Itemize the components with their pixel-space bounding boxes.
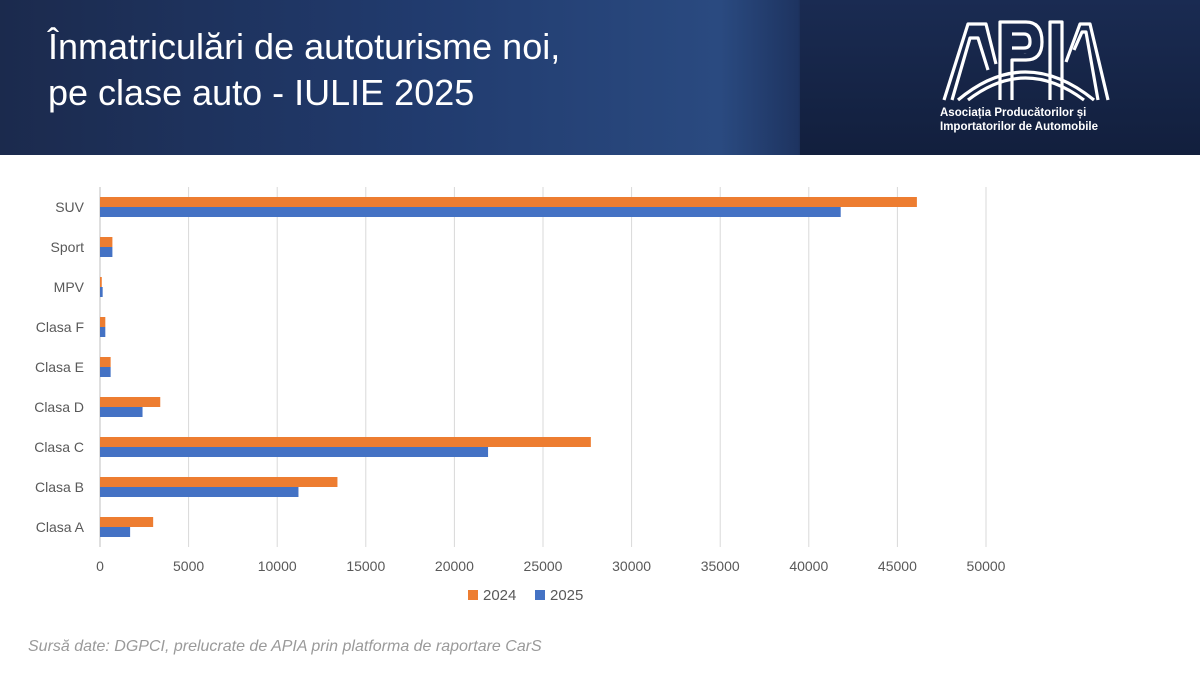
apia-logo: APIA Asociația Producătorilor și Importa… <box>938 14 1112 139</box>
x-tick-label: 25000 <box>524 558 563 574</box>
label-layer: 0 5000 10000 15000 20000 25000 30000 35000 40000… <box>34 199 1005 574</box>
source-note: Sursă date: DGPCI, prelucrate de APIA pr… <box>28 638 542 655</box>
logo-caption-line-2: Importatorilor de Automobile <box>940 121 1099 133</box>
bar-2024-clasa-c <box>100 437 591 447</box>
bar-2025-clasa-c <box>100 447 489 457</box>
logo-caption-line-1: Asociația Producătorilor și <box>940 107 1087 119</box>
category-label: Clasa C <box>34 439 84 455</box>
category-label: Sport <box>51 239 85 255</box>
apia-logo-mark: APIA <box>942 20 1110 102</box>
bar-2024-clasa-b <box>100 477 338 487</box>
x-tick-label: 30000 <box>612 558 651 574</box>
x-tick-label: 5000 <box>173 558 204 574</box>
legend-swatch-2024 <box>468 590 478 600</box>
legend: 2024 2025 <box>468 587 583 604</box>
title-line-1: Înmatriculări de autoturisme noi, <box>48 26 561 67</box>
grid-layer <box>99 187 987 547</box>
bar-2024-suv <box>100 197 917 207</box>
x-tick-label: 10000 <box>258 558 297 574</box>
bar-2024-mpv <box>100 277 102 287</box>
page-title: Înmatriculări de autoturisme noi, pe cla… <box>48 24 748 116</box>
legend-label-2025: 2025 <box>550 587 583 604</box>
bar-2025-mpv <box>100 287 103 297</box>
chart-canvas: 0 5000 10000 15000 20000 25000 30000 35000 40000… <box>34 187 1006 604</box>
bar-2025-clasa-f <box>100 327 106 337</box>
category-label: MPV <box>54 279 85 295</box>
x-tick-label: 50000 <box>967 558 1006 574</box>
x-tick-label: 45000 <box>878 558 917 574</box>
bar-layer <box>100 197 917 537</box>
legend-swatch-2025 <box>535 590 545 600</box>
title-line-2: pe clase auto - IULIE 2025 <box>48 72 475 113</box>
x-tick-label: 20000 <box>435 558 474 574</box>
bar-2025-clasa-d <box>100 407 143 417</box>
bar-2025-suv <box>100 207 841 217</box>
x-tick-label: 35000 <box>701 558 740 574</box>
logo-caption: Asociația Producătorilor și Importatoril… <box>940 106 1116 134</box>
bar-2024-clasa-d <box>100 397 161 407</box>
logo-mark-text: APIA <box>1024 52 1027 55</box>
bar-2025-clasa-b <box>100 487 299 497</box>
legend-label-2024: 2024 <box>483 587 516 604</box>
category-label: Clasa B <box>35 479 84 495</box>
bar-2025-sport <box>100 247 113 257</box>
bar-2024-clasa-e <box>100 357 111 367</box>
bar-2025-clasa-a <box>100 527 131 537</box>
x-tick-label: 15000 <box>346 558 385 574</box>
bar-2024-clasa-a <box>100 517 154 527</box>
x-tick-label: 0 <box>96 558 104 574</box>
category-label: Clasa F <box>36 319 84 335</box>
bar-2024-clasa-f <box>100 317 106 327</box>
bar-2025-clasa-e <box>100 367 111 377</box>
category-label: Clasa A <box>36 519 85 535</box>
header-banner: Înmatriculări de autoturisme noi, pe cla… <box>0 0 1200 155</box>
bar-chart: 0 5000 10000 15000 20000 25000 30000 35000 40000… <box>0 155 1200 625</box>
bar-2024-sport <box>100 237 113 247</box>
category-label: Clasa E <box>35 359 84 375</box>
category-label: Clasa D <box>34 399 84 415</box>
x-tick-label: 40000 <box>789 558 828 574</box>
category-label: SUV <box>55 199 84 215</box>
